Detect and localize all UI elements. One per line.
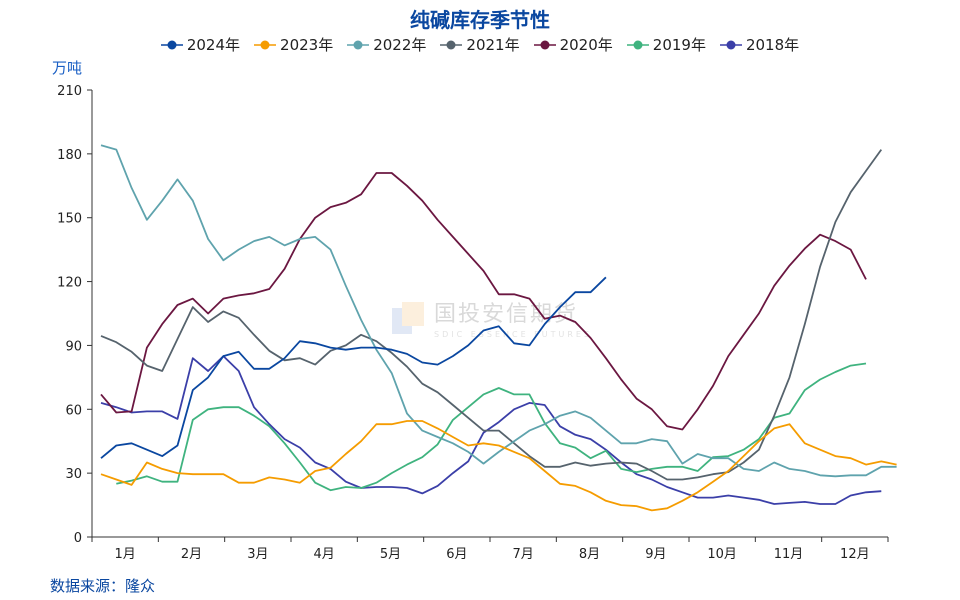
legend-marker-icon: [533, 40, 556, 49]
legend-label: 2021年: [466, 36, 520, 54]
legend-marker-icon: [347, 40, 370, 49]
x-tick-label: 6月: [446, 547, 467, 562]
chart-title: 纯碱库存季节性: [410, 8, 550, 32]
y-tick-label: 90: [65, 339, 82, 354]
y-tick-label: 150: [57, 212, 82, 227]
x-tick-label: 3月: [247, 547, 268, 562]
legend-item-2023[interactable]: 2023年: [254, 34, 333, 55]
legend-item-2019[interactable]: 2019年: [626, 34, 706, 55]
y-tick-label: 30: [65, 467, 82, 482]
y-tick-label: 0: [74, 531, 82, 546]
series-line-2024: [100, 276, 607, 459]
legend-marker-icon: [626, 40, 649, 49]
series-line-2018: [100, 355, 882, 505]
legend-marker-icon: [254, 40, 277, 49]
y-tick-label: 210: [57, 84, 82, 99]
legend-item-2020[interactable]: 2020年: [533, 34, 613, 55]
legend-label: 2019年: [652, 36, 706, 54]
legend-label: 2023年: [280, 36, 334, 54]
legend: 2024年 2023年 2022年 2021年 2020年 2019年 2018年: [0, 34, 960, 55]
legend-marker-icon: [440, 40, 463, 49]
y-tick-label: 120: [57, 276, 82, 291]
legend-label: 2018年: [745, 36, 800, 54]
legend-label: 2022年: [373, 36, 427, 54]
legend-item-2022[interactable]: 2022年: [347, 34, 426, 55]
series-line-2022: [100, 144, 897, 478]
source-note: 数据来源：隆众: [50, 577, 156, 595]
x-tick-label: 4月: [314, 547, 335, 562]
series-line-2023: [100, 420, 897, 512]
x-tick-label: 9月: [645, 547, 666, 562]
series-line-2020: [100, 172, 867, 431]
legend-item-2018[interactable]: 2018年: [719, 34, 800, 55]
series-line-2021: [100, 149, 883, 481]
x-tick-label: 5月: [380, 547, 401, 562]
legend-item-2021[interactable]: 2021年: [440, 34, 520, 55]
series-line-2019: [116, 362, 867, 492]
legend-marker-icon: [160, 40, 183, 49]
legend-label: 2024年: [186, 36, 241, 54]
x-tick-label: 10月: [707, 547, 737, 562]
x-tick-label: 1月: [115, 547, 136, 562]
x-tick-label: 7月: [513, 547, 534, 562]
legend-label: 2020年: [559, 36, 613, 54]
y-axis-unit: 万吨: [52, 59, 83, 77]
x-tick-label: 11月: [774, 547, 804, 562]
x-tick-label: 12月: [840, 547, 870, 562]
x-tick-label: 2月: [181, 547, 202, 562]
y-tick-label: 180: [57, 148, 82, 163]
y-tick-label: 60: [65, 403, 82, 418]
watermark-logo-icon: [392, 301, 424, 334]
legend-marker-icon: [719, 40, 742, 49]
watermark-en: SDIC ESSENCE FUTURES: [434, 330, 593, 339]
x-tick-label: 8月: [579, 547, 600, 562]
legend-item-2024[interactable]: 2024年: [160, 34, 241, 55]
